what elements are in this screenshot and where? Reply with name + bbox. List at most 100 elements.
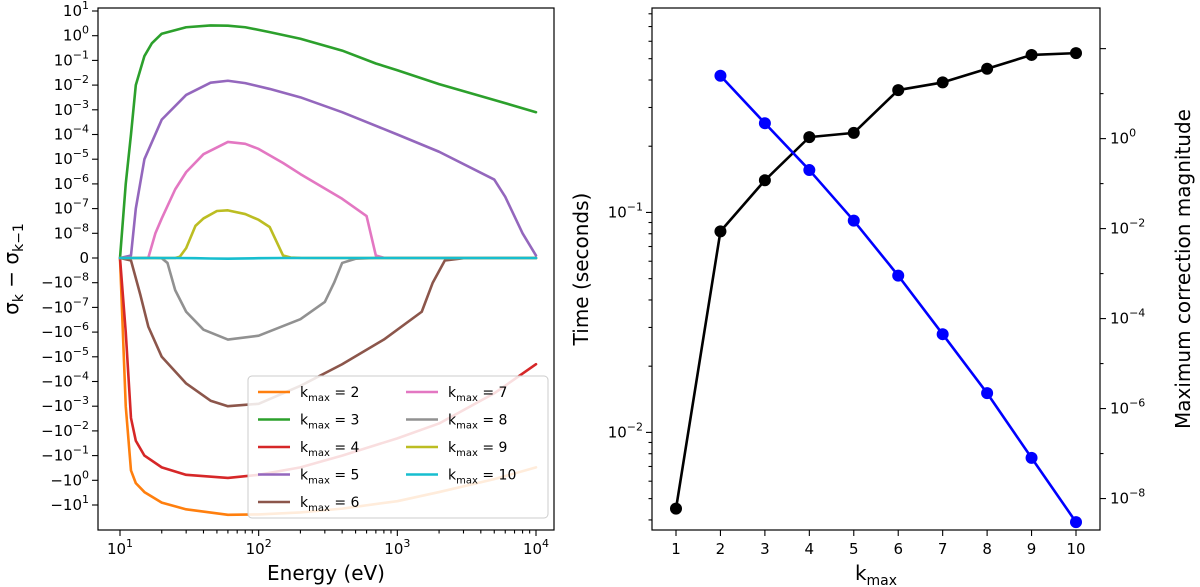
left-y-tick-label-15: −10−4 [41, 370, 89, 391]
left-y-axis-label: σk − σk−1 [0, 223, 27, 315]
time-line [674, 51, 1077, 509]
legend-label-sub: max [456, 421, 478, 432]
left-y-tick-label-1: 100 [63, 24, 89, 45]
legend-label-sub: max [456, 393, 478, 404]
right-y2-tick-label-0-exp: −8 [1129, 487, 1145, 500]
right-y-tick-label-0-base: 10 [608, 423, 627, 441]
right-y2-tick-label-0-base: 10 [1110, 490, 1129, 508]
left-y-tick-label-5-base: 10 [54, 126, 73, 144]
right-y-tick-label-1: 10−1 [608, 200, 643, 221]
left-x-tick-label-0: 101 [107, 537, 133, 558]
right-x-tick-label-8: 8 [982, 540, 992, 558]
left-y-tick-label-9-base: 10 [54, 224, 73, 242]
left-y-tick-label-9: 10−8 [54, 221, 89, 242]
legend-label-kmax-5: kmax = 5 [300, 468, 359, 487]
left-y-tick-label-18-exp: −1 [73, 444, 89, 457]
right-y2-tick-label-1-exp: −6 [1129, 397, 1145, 410]
right-y-tick-label-0: 10−2 [608, 420, 643, 441]
left-y-tick-label-4-exp: −3 [73, 98, 89, 111]
left-y-tick-label-19-exp: 0 [82, 468, 89, 481]
left-x-tick-label-3-base: 10 [523, 540, 542, 558]
legend-label-kmax-10: kmax = 10 [448, 468, 516, 487]
left-y-tick-label-5: 10−4 [54, 123, 89, 144]
legend-label-kmax-2: kmax = 2 [300, 385, 359, 404]
right-y-tick-label-1-base: 10 [608, 203, 627, 221]
left-x-tick-label-1-base: 10 [246, 540, 265, 558]
left-y-tick-label-4: 10−3 [54, 98, 89, 119]
legend-label-kmax-4: kmax = 4 [300, 440, 360, 459]
left-y-tick-label-16: −10−3 [41, 394, 89, 415]
right-y-ticks: 10−210−1 [608, 13, 652, 521]
time-point-k7 [936, 76, 949, 89]
legend-label-kmax-7: kmax = 7 [448, 385, 507, 404]
right-y-tick-label-1-exp: −1 [627, 200, 643, 213]
legend-label-value: = 3 [330, 413, 360, 429]
right-x-tick-label-7: 7 [938, 540, 948, 558]
left-x-tick-label-2-exp: 3 [403, 537, 410, 550]
legend-label-kmax-6: kmax = 6 [300, 495, 360, 514]
left-x-tick-label-2: 103 [384, 537, 410, 558]
legend-label-kmax-3: kmax = 3 [300, 413, 359, 432]
left-plot-frame [97, 7, 555, 531]
legend-label-k: k [300, 468, 309, 484]
left-y-tick-label-0-exp: 1 [82, 0, 89, 12]
legend-label-sub: max [308, 393, 330, 404]
correction-point-k9 [1025, 451, 1038, 464]
right-x-tick-label-6: 6 [893, 540, 903, 558]
time-point-k4 [803, 131, 816, 144]
right-y2-tick-label-3: 10−2 [1110, 217, 1145, 238]
left-x-tick-label-0-exp: 1 [126, 537, 133, 550]
left-y-tick-label-10-base: 0 [79, 249, 89, 267]
right-y2-tick-label-4-exp: 0 [1129, 127, 1136, 140]
left-y-tick-label-11: −10−8 [41, 271, 89, 292]
legend-label-sub: max [308, 503, 330, 514]
left-y-ticks: 10110010−110−210−310−410−510−610−710−80−… [41, 0, 98, 514]
left-y-tick-label-0-base: 10 [63, 2, 82, 20]
right-x-tick-label-1: 1 [671, 540, 681, 558]
left-y-tick-label-12: −10−7 [41, 295, 89, 316]
right-x-tick-label-5: 5 [849, 540, 859, 558]
correction-point-k4 [803, 164, 816, 177]
right-y2-tick-label-2: 10−4 [1110, 307, 1145, 328]
correction-line [719, 74, 1078, 523]
right-chart: 1 2 3 4 5 6 7 8 9 10 10−210−1 10−810−610−410−2100… [569, 7, 1195, 587]
left-y-tick-label-8-exp: −7 [73, 197, 89, 210]
legend-label-k: k [300, 413, 309, 429]
left-x-tick-label-1: 102 [246, 537, 272, 558]
legend-label-k: k [448, 385, 457, 401]
left-y-tick-label-6: 10−5 [54, 147, 89, 168]
left-y-tick-label-8: 10−7 [54, 197, 89, 218]
left-y-tick-label-16-base: −10 [41, 397, 73, 415]
left-y-tick-label-5-exp: −4 [73, 123, 89, 136]
left-y-tick-label-3-exp: −2 [73, 73, 89, 86]
left-chart: 101 102 103 104 10110010−110−210−310−410−51… [0, 0, 555, 585]
time-point-k3 [758, 174, 771, 187]
left-y-tick-label-18-base: −10 [41, 447, 73, 465]
legend-label-value: = 8 [478, 413, 508, 429]
left-y-tick-label-7-exp: −6 [73, 172, 89, 185]
legend-label-value: = 6 [330, 495, 360, 511]
left-x-tick-label-0-base: 10 [107, 540, 126, 558]
legend-label-sub: max [456, 448, 478, 459]
left-y-tick-label-9-exp: −8 [73, 221, 89, 234]
time-point-k9 [1025, 48, 1038, 61]
legend-label-kmax-8: kmax = 8 [448, 413, 507, 432]
legend-label-k: k [448, 468, 457, 484]
left-x-tick-label-1-exp: 2 [265, 537, 272, 550]
time-point-k8 [981, 62, 994, 75]
correction-point-k10 [1070, 516, 1082, 529]
correction-point-k7 [936, 328, 949, 341]
left-y-tick-label-3-base: 10 [54, 76, 73, 94]
right-series [670, 47, 1082, 529]
legend-label-kmax-9: kmax = 9 [448, 440, 507, 459]
left-y-tick-label-12-exp: −7 [73, 295, 89, 308]
left-y-tick-label-6-base: 10 [54, 150, 73, 168]
left-x-tick-label-3-exp: 4 [542, 537, 549, 550]
legend-label-value: = 9 [478, 440, 508, 456]
right-y2-tick-label-3-exp: −2 [1129, 217, 1145, 230]
left-y-tick-label-14-exp: −5 [73, 345, 89, 358]
left-x-tick-label-3: 104 [523, 537, 549, 558]
left-y-tick-label-1-base: 10 [63, 27, 82, 45]
left-y-tick-label-6-exp: −5 [73, 147, 89, 160]
